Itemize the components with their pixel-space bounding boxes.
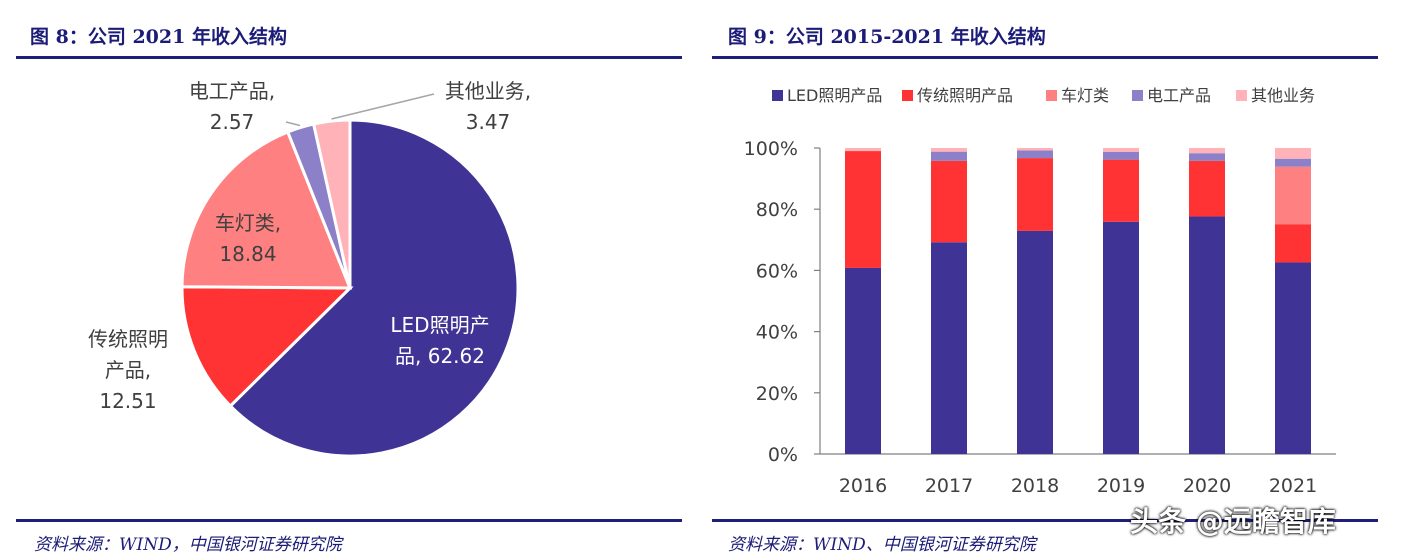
bar-segment (1275, 262, 1311, 454)
bar-column-2020 (1189, 148, 1225, 454)
bar-segment (931, 242, 967, 454)
bar-segment (1189, 148, 1225, 154)
y-tick-label: 0% (768, 444, 798, 466)
y-tick-label: 100% (744, 138, 798, 160)
pie-slice-2 (180, 285, 354, 409)
y-tick-label: 20% (756, 383, 798, 405)
bar-column-2021 (1275, 148, 1311, 454)
bar-source-note: 资料来源：WIND、中国银河证券研究院 (728, 535, 1036, 555)
bars (845, 148, 1311, 454)
bar-column-2019 (1103, 148, 1139, 454)
pie-source-note: 资料来源：WIND，中国银河证券研究院 (34, 535, 342, 555)
legend-label: 车灯类 (1061, 86, 1109, 105)
legend-swatch (772, 90, 783, 101)
pie-label-line: LED照明产 (390, 313, 489, 337)
bar-segment (1275, 158, 1311, 167)
bar-column-2016 (845, 148, 881, 454)
pie-label-line: 12.51 (99, 389, 156, 413)
bar-segment (845, 267, 881, 454)
bar-segment (1017, 158, 1053, 231)
legend-label: 传统照明产品 (917, 86, 1013, 105)
x-tick-label: 2018 (1011, 475, 1059, 497)
pie-slice-1 (228, 118, 520, 458)
legend-item: 传统照明产品 (902, 86, 1013, 105)
legend-swatch (1132, 90, 1143, 101)
legend-item: 电工产品 (1132, 86, 1211, 105)
pie-label-2: 传统照明产品, 12.51 (88, 327, 168, 413)
bar-segment (1189, 216, 1225, 454)
bar-segment (1275, 224, 1311, 263)
bar-segment (1017, 148, 1053, 151)
bar-segment (1189, 160, 1225, 217)
bar-segment (1103, 221, 1139, 454)
pie-label-line: 18.84 (219, 242, 276, 266)
pie-label-line: 2.57 (210, 110, 255, 134)
bar-segment (1103, 148, 1139, 152)
pie-top-rule (16, 56, 682, 59)
legend: LED照明产品 传统照明产品 车灯类 电工产品 其他业务 (772, 86, 1315, 105)
bar-segment (845, 151, 881, 268)
pie-label-3: 车灯类, 18.84 (215, 211, 281, 266)
pie-figure-title: 图 8：公司 2021 年收入结构 (30, 26, 287, 48)
pie-label-5: 其他业务, 3.47 (445, 79, 531, 134)
pie-label-line: 电工产品, (189, 79, 275, 103)
bar-segment (1189, 153, 1225, 161)
y-tick-label: 40% (756, 322, 798, 344)
pie-slices (180, 118, 520, 458)
x-tick-label: 2020 (1183, 475, 1231, 497)
bar-column-2018 (1017, 148, 1053, 454)
bar-segment (931, 148, 967, 152)
x-tick-label: 2016 (839, 475, 887, 497)
x-tick-label: 2021 (1269, 475, 1317, 497)
pie-slice-3 (180, 130, 353, 290)
pie-leader-line-4 (285, 121, 301, 127)
bar-segment (1275, 148, 1311, 159)
pie-label-line: 品, 62.62 (395, 344, 485, 368)
legend-item: LED照明产品 (772, 86, 882, 105)
pie-label-line: 车灯类, (215, 211, 281, 235)
stacked-bar-chart: LED照明产品 传统照明产品 车灯类 电工产品 其他业务 0% 20% 40% 60% 80% 10… (744, 86, 1336, 497)
bar-segment (845, 148, 881, 152)
x-tick-label: 2017 (925, 475, 973, 497)
bar-bottom-rule (712, 519, 1378, 522)
legend-item: 其他业务 (1236, 86, 1315, 105)
legend-label: 其他业务 (1251, 86, 1315, 105)
bar-top-rule (712, 56, 1378, 59)
pie-chart: LED照明产品, 62.62 传统照明产品, 12.51 车灯类, 18.84 电工产品,… (88, 79, 531, 458)
legend-label: LED照明产品 (787, 86, 882, 105)
pie-panel: 图 8：公司 2021 年收入结构 LED照明产品, 62.62 传统照明产品, 1… (0, 0, 690, 557)
pie-label-line: 3.47 (466, 110, 511, 134)
y-tick-label: 60% (756, 260, 798, 282)
pie-label-line: 产品, (105, 358, 151, 382)
legend-swatch (1046, 90, 1057, 101)
bar-panel: 图 9：公司 2015-2021 年收入结构 LED照明产品 传统照明产品 车灯类 电… (708, 0, 1404, 557)
bar-segment (1017, 230, 1053, 454)
watermark-text: 头条 @远瞻智库 (1130, 505, 1336, 538)
legend-swatch (1236, 90, 1247, 101)
pie-leader-line-5 (331, 93, 435, 120)
bar-segment (931, 160, 967, 243)
bar-segment (931, 151, 967, 161)
bar-figure-title: 图 9：公司 2015-2021 年收入结构 (728, 26, 1046, 48)
pie-label-1: LED照明产品, 62.62 (390, 313, 489, 368)
pie-label-4: 电工产品, 2.57 (189, 79, 275, 134)
pie-slice-5 (311, 118, 352, 289)
x-tick-label: 2019 (1097, 475, 1145, 497)
legend-swatch (902, 90, 913, 101)
legend-item: 车灯类 (1046, 86, 1109, 105)
pie-label-line: 其他业务, (445, 79, 531, 103)
bar-column-2017 (931, 148, 967, 454)
bar-segment (1017, 150, 1053, 159)
pie-bottom-rule (16, 519, 682, 522)
y-tick-label: 80% (756, 199, 798, 221)
bar-segment (1275, 166, 1311, 225)
bar-segment (1103, 151, 1139, 160)
bar-segment (1103, 159, 1139, 222)
y-axis: 0% 20% 40% 60% 80% 100% (744, 138, 821, 466)
legend-label: 电工产品 (1147, 86, 1211, 105)
pie-label-line: 传统照明 (88, 327, 168, 351)
